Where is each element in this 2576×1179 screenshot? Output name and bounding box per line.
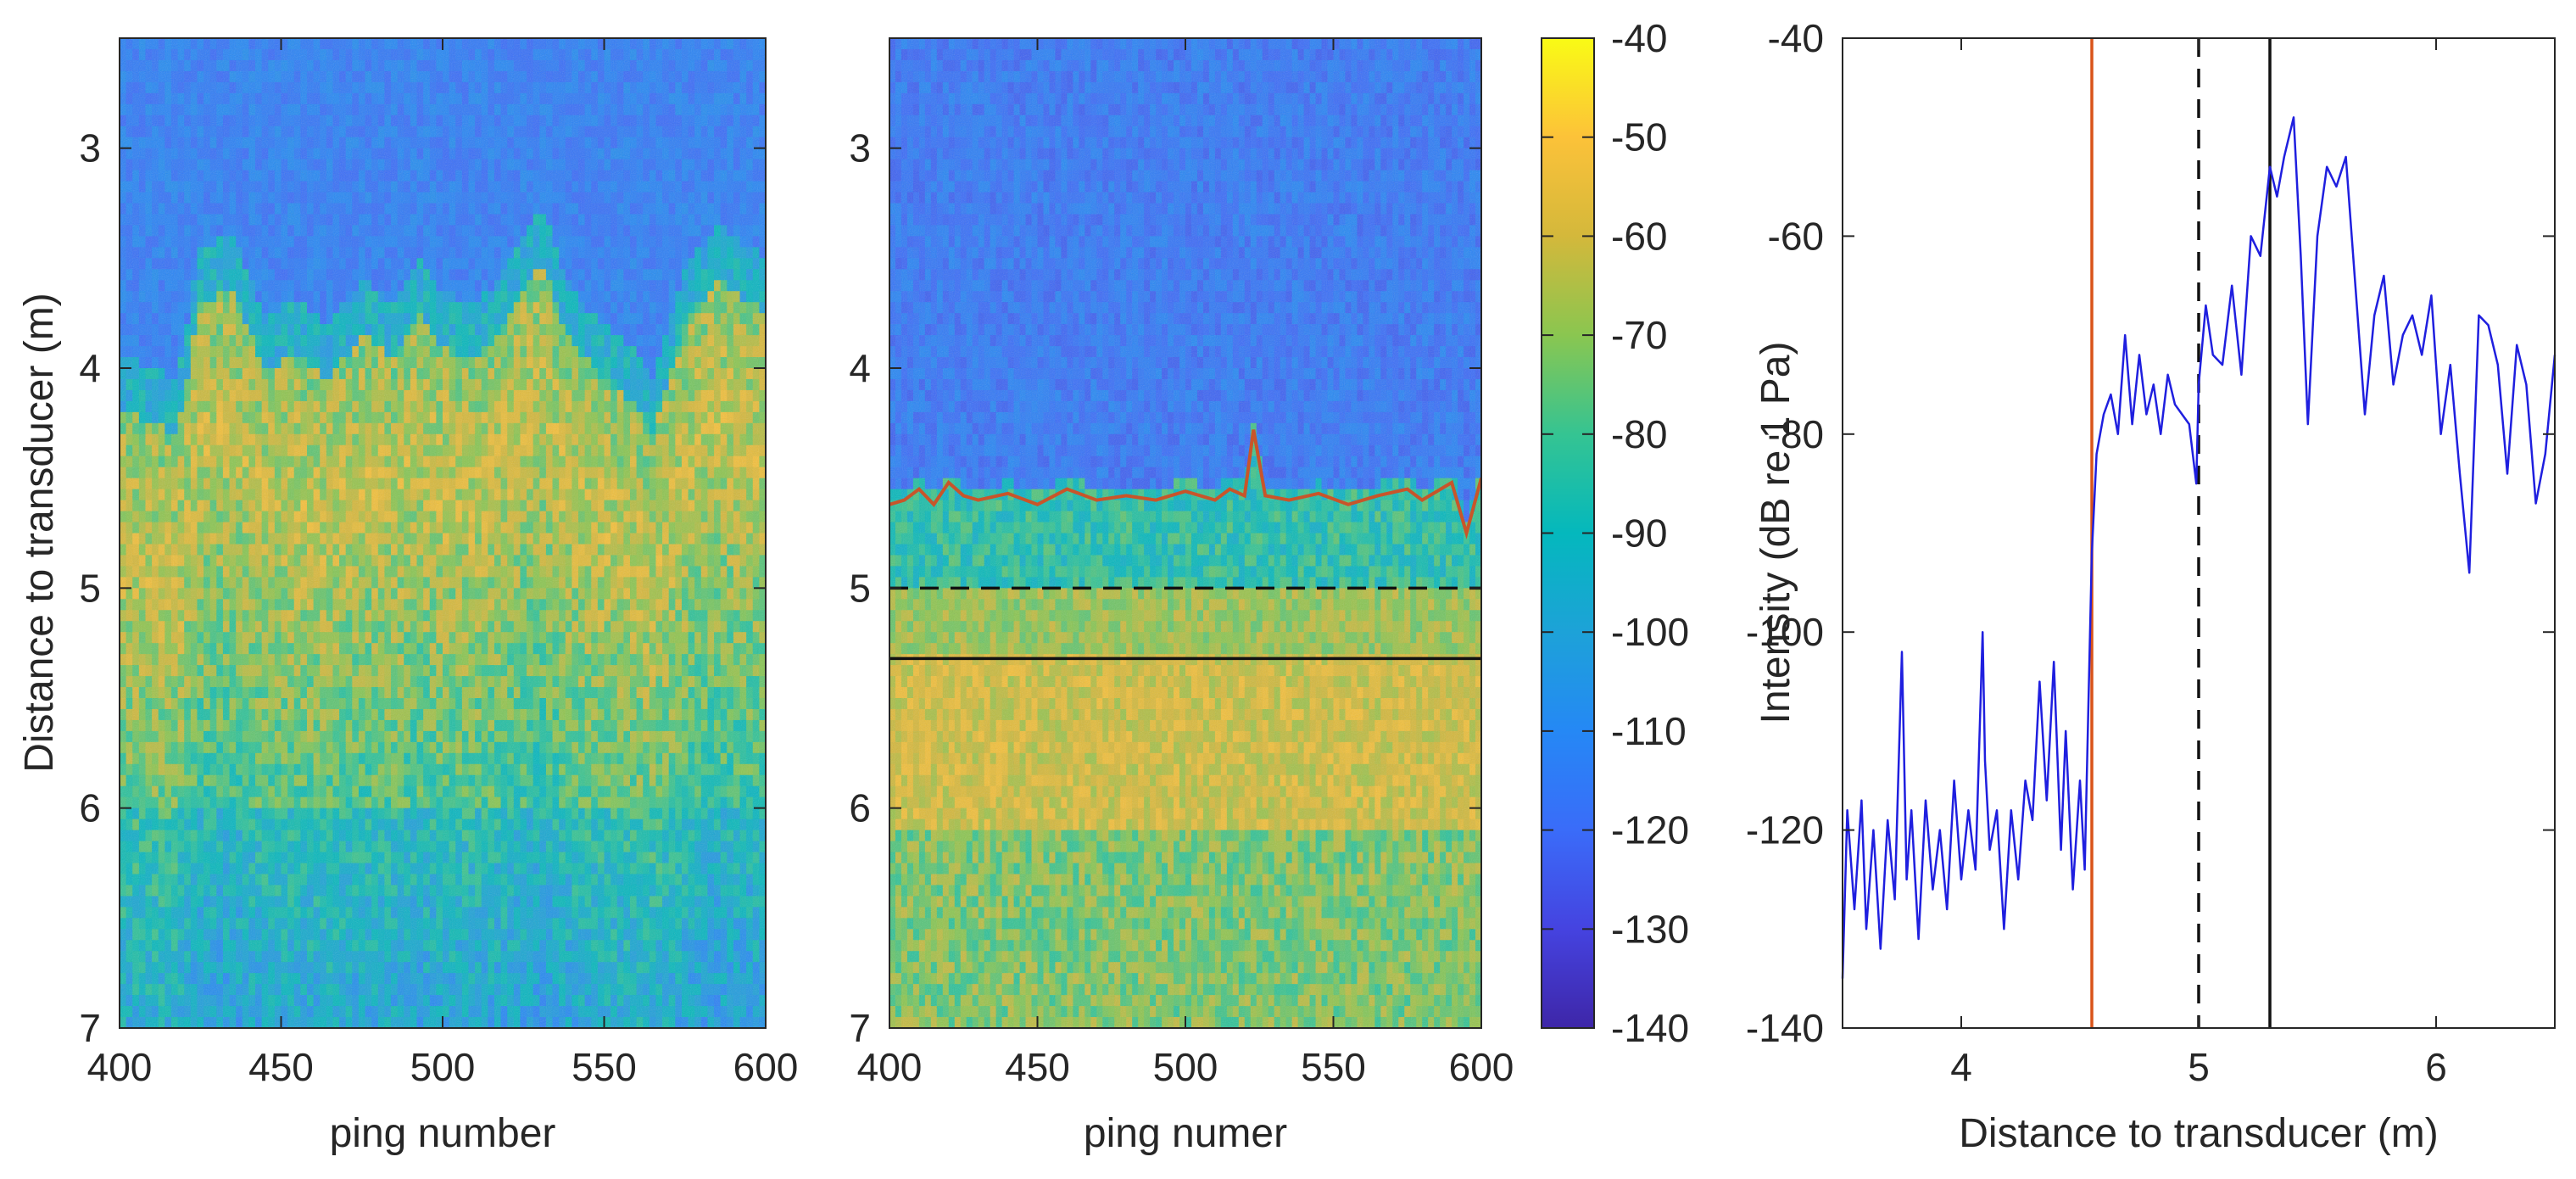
left-echogram-image bbox=[120, 38, 766, 1028]
